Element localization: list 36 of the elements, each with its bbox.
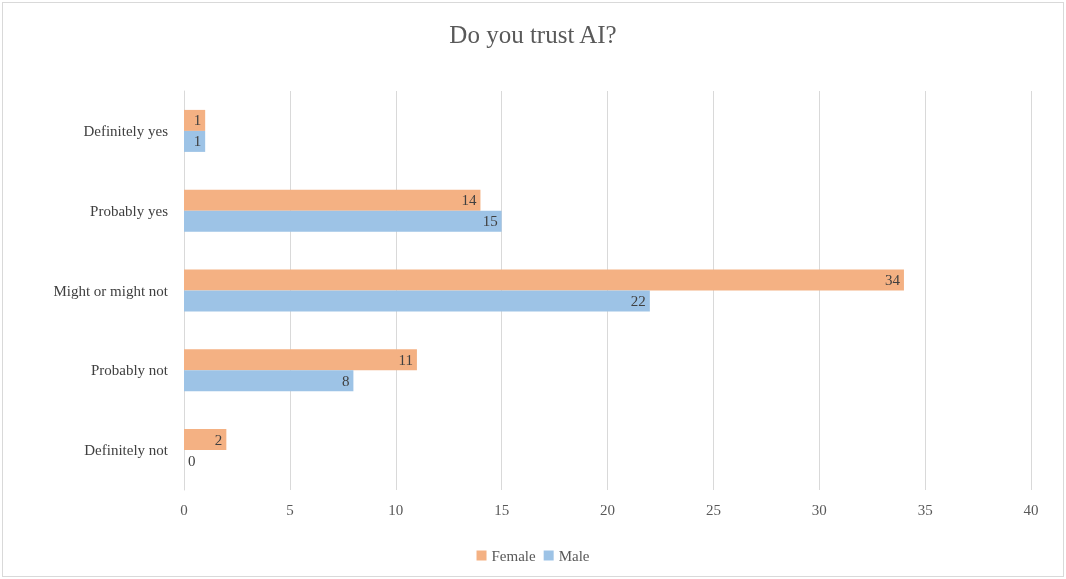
bar xyxy=(184,269,904,291)
x-tick-label: 20 xyxy=(600,501,615,518)
data-label: 34 xyxy=(884,272,901,288)
data-label: 1 xyxy=(193,112,202,129)
data-label: 2 xyxy=(214,431,223,448)
bar xyxy=(184,130,206,152)
y-tick-label: Probably yes xyxy=(90,202,169,219)
data-label: 22 xyxy=(630,293,646,309)
bar xyxy=(184,210,502,232)
legend-label: Male xyxy=(558,547,590,564)
data-label: 0 xyxy=(188,452,196,469)
x-tick-label: 10 xyxy=(388,501,404,518)
x-tick-label: 35 xyxy=(917,501,933,518)
x-tick-label: 15 xyxy=(494,501,510,518)
y-tick-label: Probably not xyxy=(90,362,169,379)
data-label: 1 xyxy=(193,133,202,150)
bar xyxy=(184,349,417,371)
y-tick-label: Definitely yes xyxy=(83,122,169,139)
legend-label: Female xyxy=(491,547,537,564)
bar xyxy=(184,429,227,451)
data-label: 8 xyxy=(341,372,350,389)
bar xyxy=(184,370,354,392)
x-tick-label: 30 xyxy=(811,501,827,518)
data-label: 11 xyxy=(398,351,413,368)
x-tick-label: 25 xyxy=(705,501,721,518)
x-tick-label: 40 xyxy=(1023,501,1039,518)
bar xyxy=(184,290,650,312)
chart-title: Do you trust AI? xyxy=(449,21,617,48)
bar xyxy=(184,109,206,131)
data-label: 14 xyxy=(461,192,477,209)
y-tick-label: Definitely not xyxy=(84,442,169,459)
x-tick-label: 5 xyxy=(286,501,294,518)
x-tick-label: 0 xyxy=(180,501,188,518)
bar xyxy=(184,189,481,211)
data-label: 15 xyxy=(482,213,498,230)
y-tick-label: Might or might not xyxy=(53,282,169,299)
